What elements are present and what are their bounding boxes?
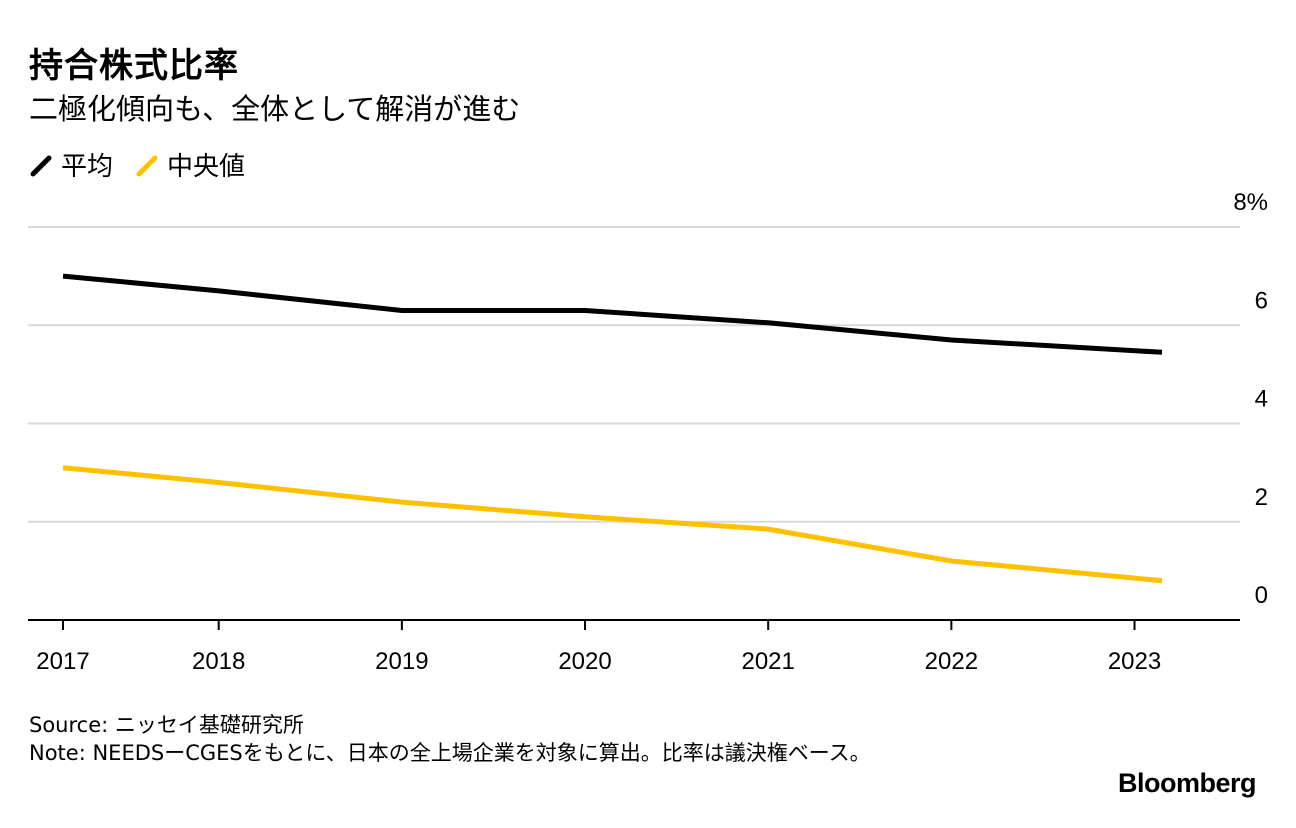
x-tick-label: 2020 — [558, 648, 611, 675]
x-tick-label: 2018 — [192, 648, 245, 675]
y-tick-label: 4 — [1255, 386, 1268, 413]
line-chart: 0 2 4 6 8% 2017 2018 2019 2020 2021 2022 2023 — [28, 189, 1268, 675]
legend-swatch-average — [30, 155, 52, 176]
series-line-average — [62, 273, 1163, 355]
x-axis: 2017 2018 2019 2020 2021 2022 2023 — [28, 619, 1240, 675]
legend-item-average: 平均 — [29, 146, 113, 183]
source-note: Source: ニッセイ基礎研究所 — [29, 713, 304, 737]
legend: 平均 中央値 — [29, 146, 267, 183]
x-tick-label: 2023 — [1108, 648, 1161, 675]
chart-subtitle: 二極化傾向も、全体として解消が進む — [29, 92, 521, 126]
x-tick-label: 2019 — [375, 648, 428, 675]
y-tick-label: 2 — [1255, 484, 1268, 511]
x-tick-label: 2021 — [741, 648, 794, 675]
y-tick-label: 8% — [1233, 189, 1268, 216]
x-tick-label: 2022 — [925, 648, 978, 675]
bloomberg-logo: Bloomberg — [1117, 768, 1257, 798]
chart-title: 持合株式比率 — [29, 46, 239, 86]
legend-label-average: 平均 — [61, 152, 114, 182]
legend-swatch-median — [136, 155, 158, 176]
legend-item-median: 中央値 — [135, 146, 245, 183]
y-axis-ticks: 0 2 4 6 8% — [1233, 189, 1268, 609]
y-tick-label: 0 — [1255, 582, 1268, 609]
footnote: Note: NEEDSーCGESをもとに、日本の全上場企業を対象に算出。比率は議… — [29, 741, 871, 765]
y-tick-label: 6 — [1255, 287, 1268, 314]
series-lines — [62, 273, 1163, 584]
legend-label-median: 中央値 — [167, 152, 246, 182]
series-line-median — [62, 465, 1163, 584]
gridlines — [28, 226, 1240, 523]
x-tick-label: 2017 — [36, 648, 89, 675]
